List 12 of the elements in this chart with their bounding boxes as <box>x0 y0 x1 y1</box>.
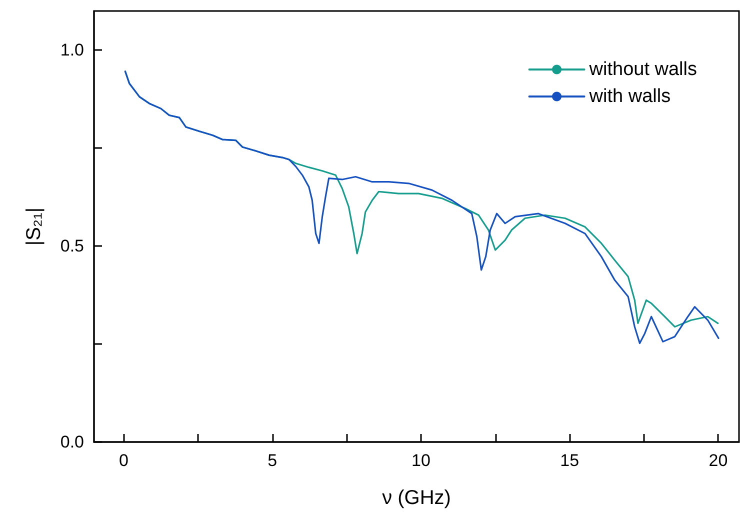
y-axis-title: |S₂₁| <box>23 207 45 246</box>
x-axis-title: ν (GHz) <box>382 487 451 509</box>
y-tick-label: 1.0 <box>60 40 84 60</box>
x-tick-label: 15 <box>560 451 580 470</box>
legend-label: without walls <box>588 59 698 80</box>
x-tick-label: 0 <box>118 451 128 470</box>
legend-label: with walls <box>588 86 671 107</box>
x-tick-label: 20 <box>708 451 728 470</box>
y-tick-label: 0.0 <box>60 432 84 452</box>
x-tick-label: 10 <box>412 451 430 470</box>
y-tick-label: 0.5 <box>60 236 84 256</box>
x-tick-label: 5 <box>268 451 278 470</box>
